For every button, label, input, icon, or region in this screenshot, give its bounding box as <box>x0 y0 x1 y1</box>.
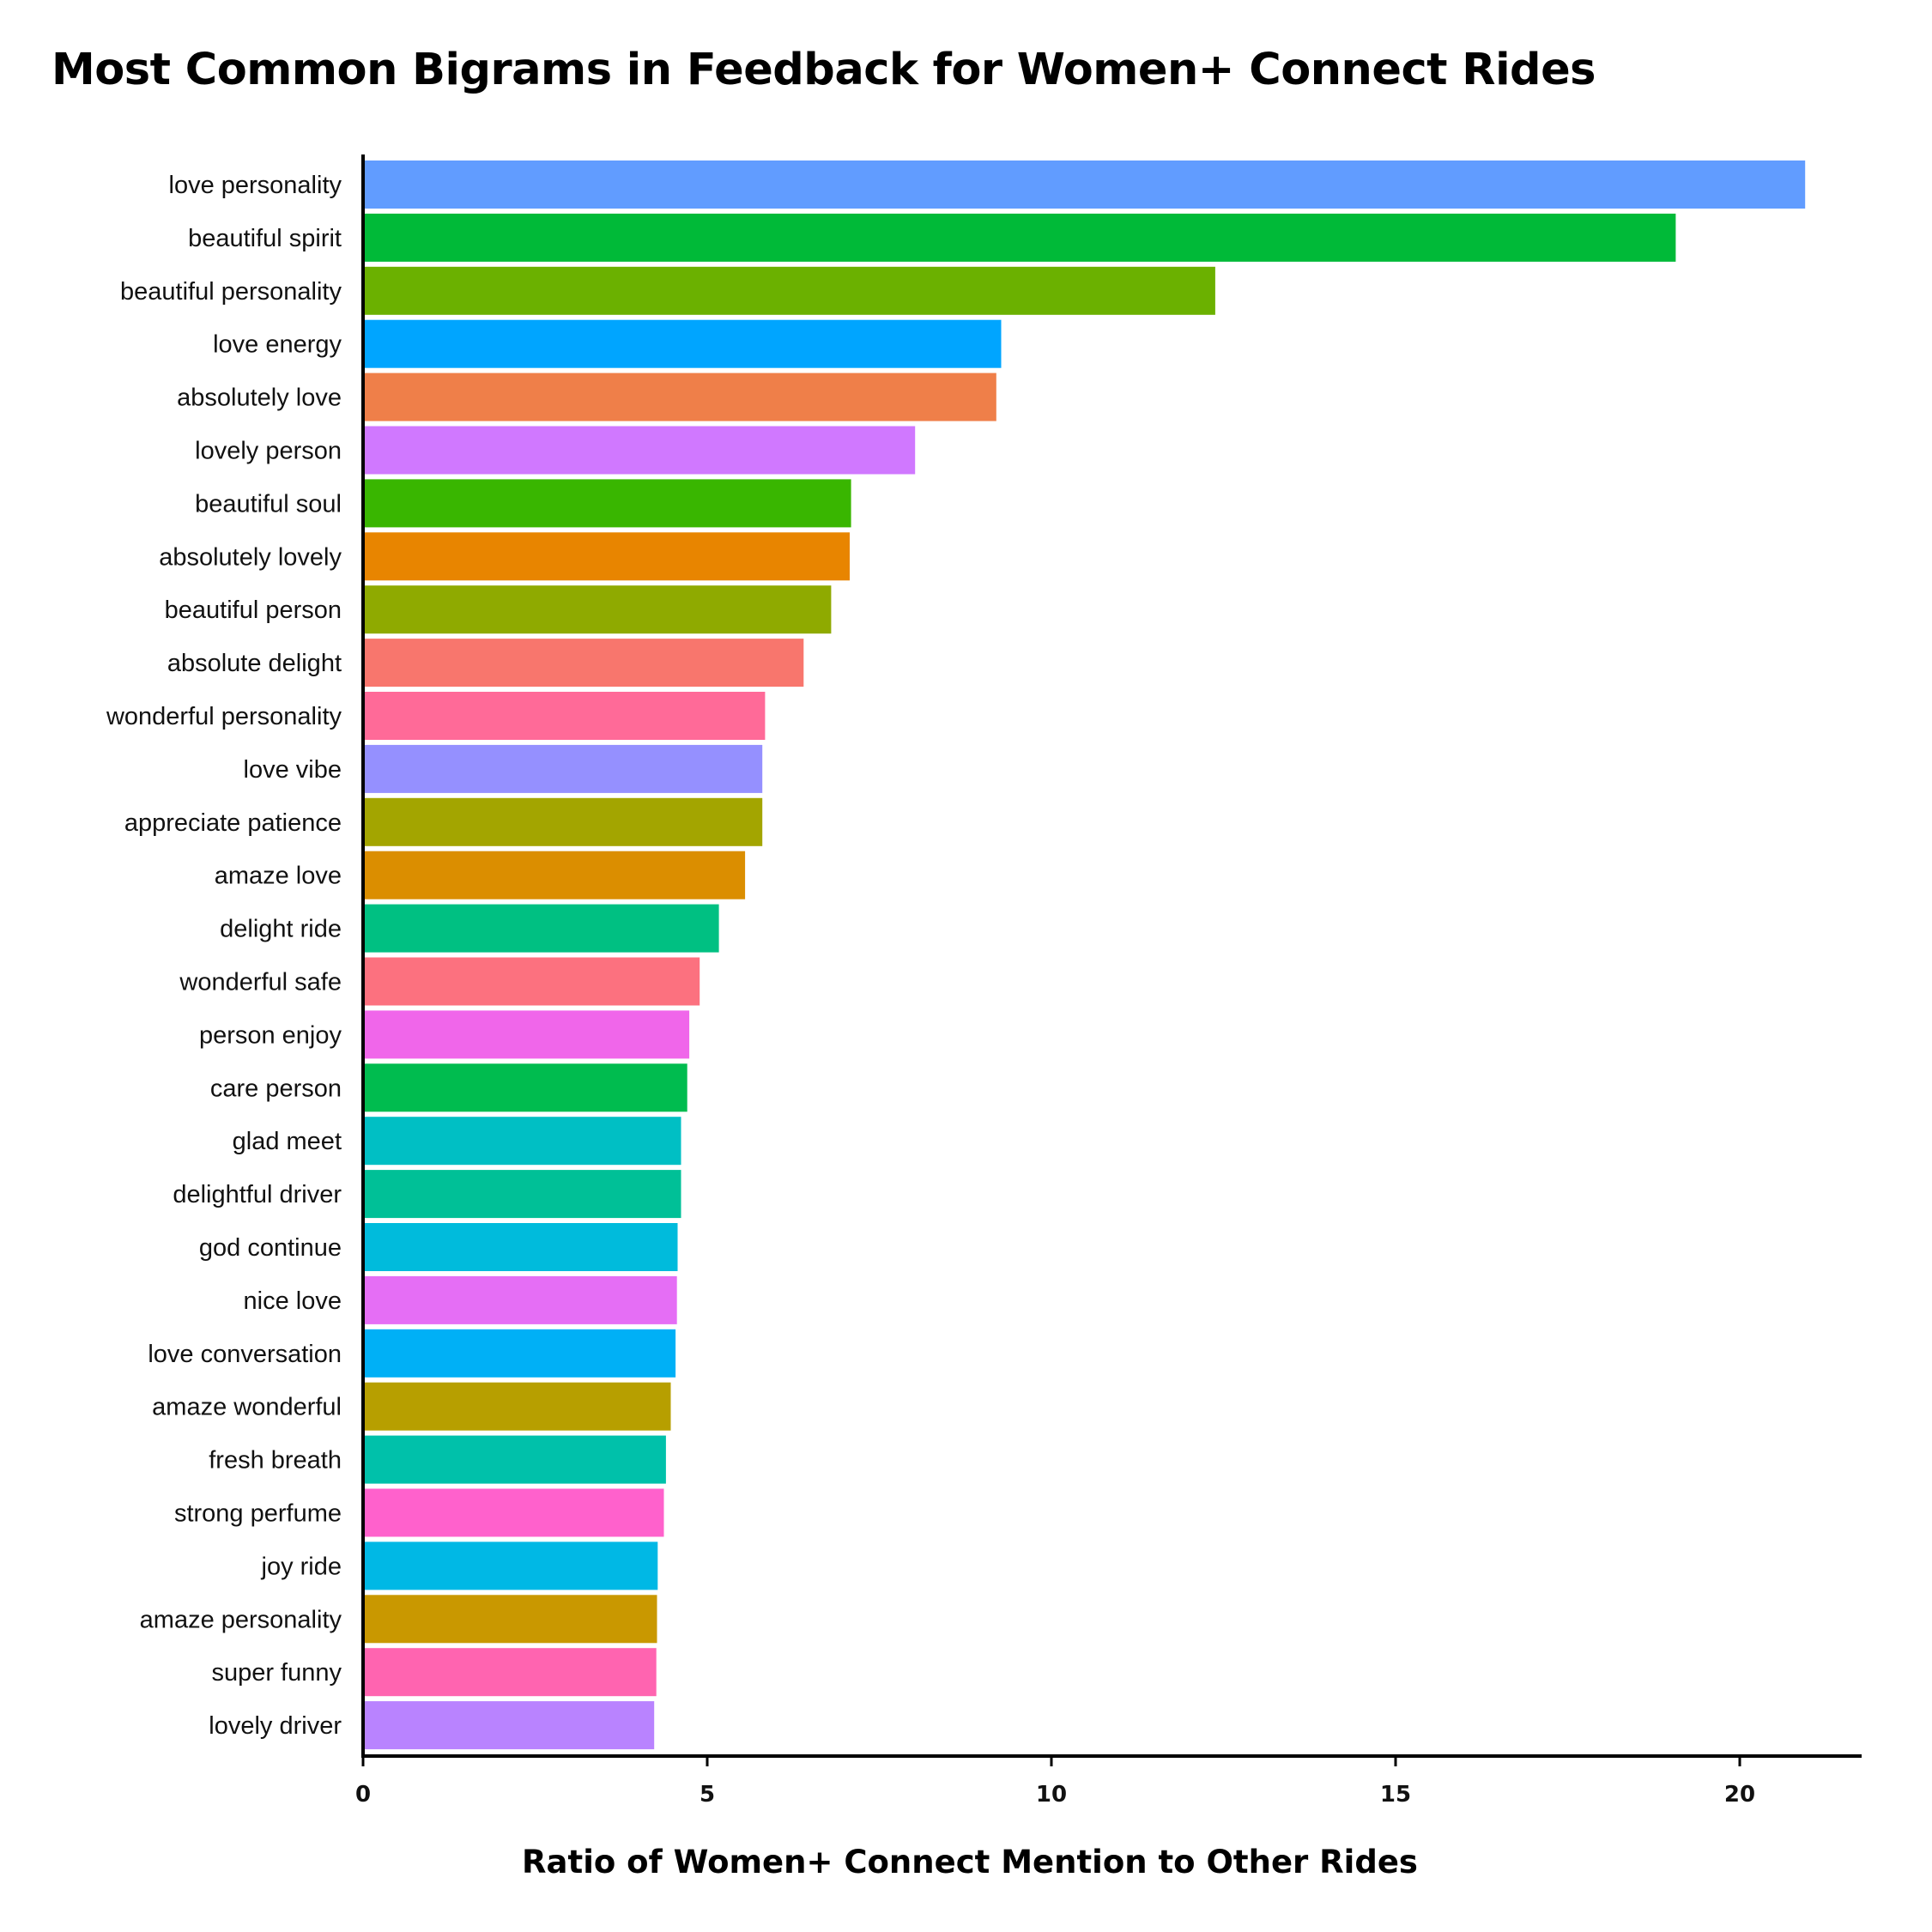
bar-amaze-personality <box>363 1595 657 1644</box>
category-label: care person <box>210 1075 342 1102</box>
bar-beautiful-spirit <box>363 213 1676 262</box>
category-label: love vibe <box>244 756 342 784</box>
category-label: joy ride <box>261 1553 342 1580</box>
bar-love-vibe <box>363 744 763 793</box>
bar-lovely-person <box>363 426 916 475</box>
category-label: fresh breath <box>209 1447 342 1475</box>
category-label: absolutely lovely <box>159 543 342 571</box>
x-tick-label: 15 <box>1380 1782 1411 1808</box>
bar-beautiful-soul <box>363 479 851 528</box>
bar-wonderful-safe <box>363 957 700 1006</box>
bar-absolutely-love <box>363 372 996 421</box>
bar-fresh-breath <box>363 1435 666 1484</box>
category-label: wonderful personality <box>106 703 342 730</box>
category-label: love personality <box>169 172 342 199</box>
x-tick-label: 0 <box>355 1782 371 1808</box>
category-label: beautiful soul <box>195 490 342 518</box>
category-label: lovely driver <box>209 1712 342 1740</box>
bar-amaze-love <box>363 851 746 899</box>
category-label: person enjoy <box>199 1021 342 1049</box>
bar-love-conversation <box>363 1329 676 1378</box>
axes <box>361 154 1862 1758</box>
chart-title: Most Common Bigrams in Feedback for Wome… <box>51 45 1596 95</box>
bar-absolute-delight <box>363 639 804 687</box>
x-axis-title: Ratio of Women+ Connect Mention to Other… <box>522 1844 1418 1881</box>
bar-glad-meet <box>363 1117 681 1166</box>
x-tick-label: 10 <box>1036 1782 1067 1808</box>
category-label: amaze wonderful <box>152 1394 342 1421</box>
category-label: absolutely love <box>177 385 342 412</box>
bar-love-energy <box>363 319 1002 368</box>
category-labels: love personality beautiful spirit beautifu… <box>106 172 342 1740</box>
category-label: wonderful safe <box>179 969 342 996</box>
bar-person-enjoy <box>363 1010 690 1059</box>
bar-joy-ride <box>363 1541 658 1590</box>
category-label: amaze love <box>215 863 342 890</box>
category-label: beautiful spirit <box>188 225 342 252</box>
bar-strong-perfume <box>363 1488 664 1537</box>
bar-beautiful-personality <box>363 266 1215 315</box>
category-label: appreciate patience <box>124 809 342 837</box>
category-label: strong perfume <box>174 1500 342 1528</box>
bar-delight-ride <box>363 904 719 953</box>
category-label: love energy <box>213 331 342 359</box>
bar-beautiful-person <box>363 585 832 634</box>
x-tick-label: 5 <box>700 1782 715 1808</box>
bar-wonderful-personality <box>363 692 766 740</box>
bar-appreciate-patience <box>363 797 763 846</box>
category-label: god continue <box>199 1234 342 1262</box>
bars-group <box>363 160 1806 1750</box>
category-label: delightful driver <box>173 1181 342 1208</box>
bar-lovely-driver <box>363 1701 655 1750</box>
bar-god-continue <box>363 1223 678 1271</box>
bar-care-person <box>363 1063 687 1112</box>
bar-super-funny <box>363 1648 657 1697</box>
x-ticks: 0 5 10 15 20 <box>355 1756 1755 1808</box>
category-label: nice love <box>244 1287 342 1315</box>
category-label: beautiful personality <box>120 278 342 306</box>
category-label: super funny <box>211 1659 342 1687</box>
category-label: lovely person <box>195 438 342 465</box>
bar-nice-love <box>363 1275 677 1324</box>
bar-absolutely-lovely <box>363 532 850 581</box>
category-label: absolute delight <box>167 650 342 677</box>
category-label: beautiful person <box>165 597 342 624</box>
category-label: glad meet <box>233 1128 342 1155</box>
bar-delightful-driver <box>363 1170 681 1219</box>
x-tick-label: 20 <box>1724 1782 1755 1808</box>
category-label: amaze personality <box>140 1606 342 1633</box>
bar-love-personality <box>363 160 1806 209</box>
bar-amaze-wonderful <box>363 1382 671 1431</box>
category-label: love conversation <box>148 1341 342 1368</box>
category-label: delight ride <box>220 916 342 943</box>
